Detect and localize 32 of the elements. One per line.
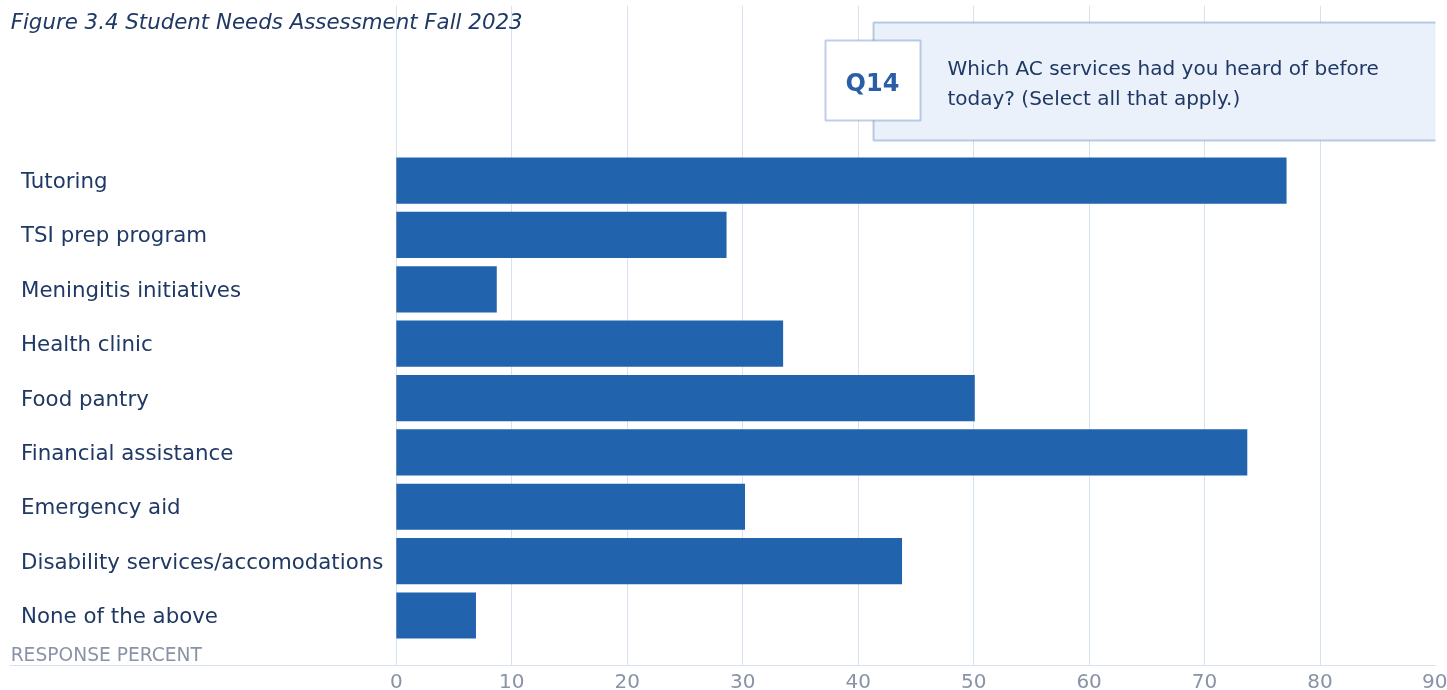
y-tick-label: Financial assistance — [21, 439, 234, 465]
bar — [396, 538, 903, 585]
x-tick-label: 80 — [1307, 668, 1333, 690]
bar — [396, 157, 1287, 204]
text: Which AC services had you heard of before today? (Select all that apply.) — [947, 55, 1379, 110]
bar — [396, 211, 727, 259]
y-tick-label: Health clinic — [21, 331, 153, 357]
x-tick-label: 30 — [729, 668, 756, 690]
y-tick-label: Meningitis initiatives — [21, 276, 242, 302]
x-tick-label: 40 — [845, 668, 871, 690]
bar — [396, 429, 1248, 476]
x-tick-label: 0 — [389, 668, 403, 690]
text: Q14 — [845, 68, 900, 97]
bar — [396, 483, 746, 530]
x-tick-label: 10 — [499, 668, 525, 690]
x-tick-label: 20 — [614, 668, 640, 690]
y-tick-label: Emergency aid — [21, 494, 181, 520]
bar — [396, 320, 784, 367]
y-tick-label: None of the above — [21, 602, 218, 628]
bar — [396, 592, 476, 639]
x-tick-label: 50 — [960, 668, 987, 690]
chart-title: Figure 3.4 Student Needs Assessment Fall 2023 — [10, 8, 523, 34]
x-tick-label: 60 — [1076, 668, 1102, 690]
bar — [396, 266, 497, 313]
x-tick-label: 70 — [1191, 668, 1218, 690]
y-tick-label: Food pantry — [21, 385, 149, 411]
bar — [396, 374, 975, 422]
x-axis-title: RESPONSE PERCENT — [10, 644, 203, 666]
y-tick-label: Disability services/accomodations — [21, 548, 384, 574]
y-tick-label: Tutoring — [20, 168, 108, 194]
y-tick-label: TSI prep program — [20, 222, 208, 248]
x-tick-label: 90 — [1422, 668, 1447, 690]
